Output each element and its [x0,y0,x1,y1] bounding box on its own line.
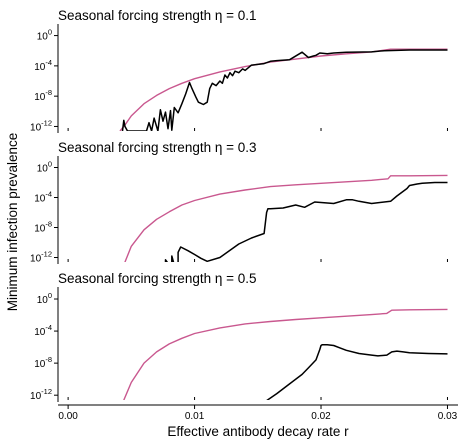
x-tick-label: 0.02 [311,411,331,422]
y-tick-label: 100 [37,160,52,175]
y-tick-label: 100 [37,291,52,306]
series-pink-line [124,174,448,262]
y-tick-label: 10-12 [30,387,52,402]
panel-eta-0-5: 100 10-4 10-8 10-12 [30,287,448,402]
x-tick-label: 0.03 [438,411,458,422]
y-tick-label: 10-4 [34,58,52,73]
panel-title-eta-0-3: Seasonal forcing strength η = 0.3 [58,140,257,155]
panel-eta-0-3: 100 10-4 10-8 10-12 [30,156,448,265]
panel-title-eta-0-1: Seasonal forcing strength η = 0.1 [58,8,257,23]
y-tick-label: 10-8 [34,355,52,370]
y-tick-label: 10-12 [30,250,52,265]
series-black-line [121,49,448,131]
panel-title-eta-0-5: Seasonal forcing strength η = 0.5 [58,271,257,286]
x-axis: 0.00 0.01 0.02 0.03 [58,404,458,422]
y-tick-label: 10-12 [30,118,52,133]
series-black-line [266,343,448,400]
y-axis-label: Minimum infection prevalence [5,133,20,312]
panel-eta-0-1: 100 10-4 10-8 10-12 [30,24,448,133]
y-tick-label: 10-8 [34,88,52,103]
y-tick-label: 100 [37,28,52,43]
y-tick-label: 10-4 [34,323,52,338]
x-tick-label: 0.00 [58,411,78,422]
series-black-line [164,181,448,262]
x-axis-label: Effective antibody decay rate r [167,424,349,439]
x-tick-label: 0.01 [185,411,205,422]
series-pink-line [123,308,448,400]
y-tick-label: 10-4 [34,190,52,205]
y-tick-label: 10-8 [34,220,52,235]
